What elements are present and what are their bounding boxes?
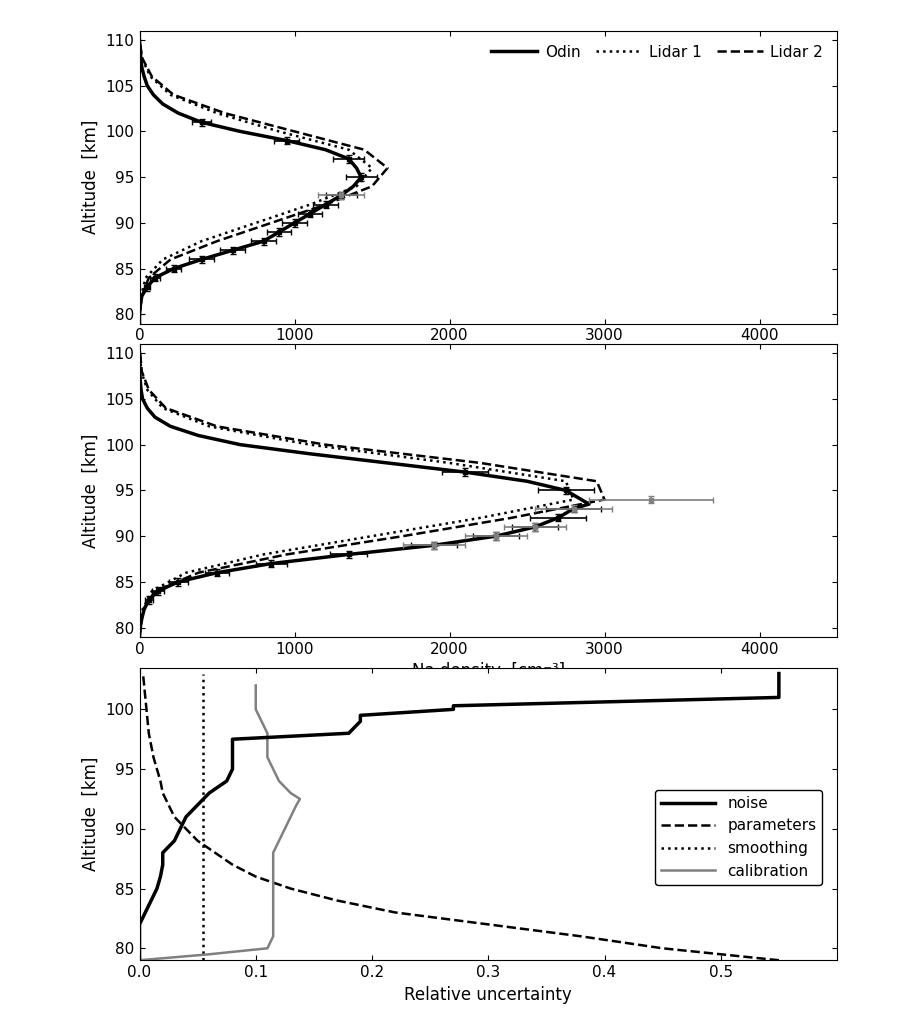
X-axis label: Relative uncertainty: Relative uncertainty — [404, 986, 572, 1003]
Y-axis label: Altitude  [km]: Altitude [km] — [82, 757, 100, 871]
Y-axis label: Altitude  [km]: Altitude [km] — [82, 433, 100, 547]
Y-axis label: Altitude  [km]: Altitude [km] — [82, 120, 100, 234]
Legend: Odin, Lidar 1, Lidar 2: Odin, Lidar 1, Lidar 2 — [485, 38, 830, 66]
X-axis label: Na density  [cm⁻³]: Na density [cm⁻³] — [411, 662, 565, 680]
Legend: noise, parameters, smoothing, calibration: noise, parameters, smoothing, calibratio… — [655, 790, 823, 885]
